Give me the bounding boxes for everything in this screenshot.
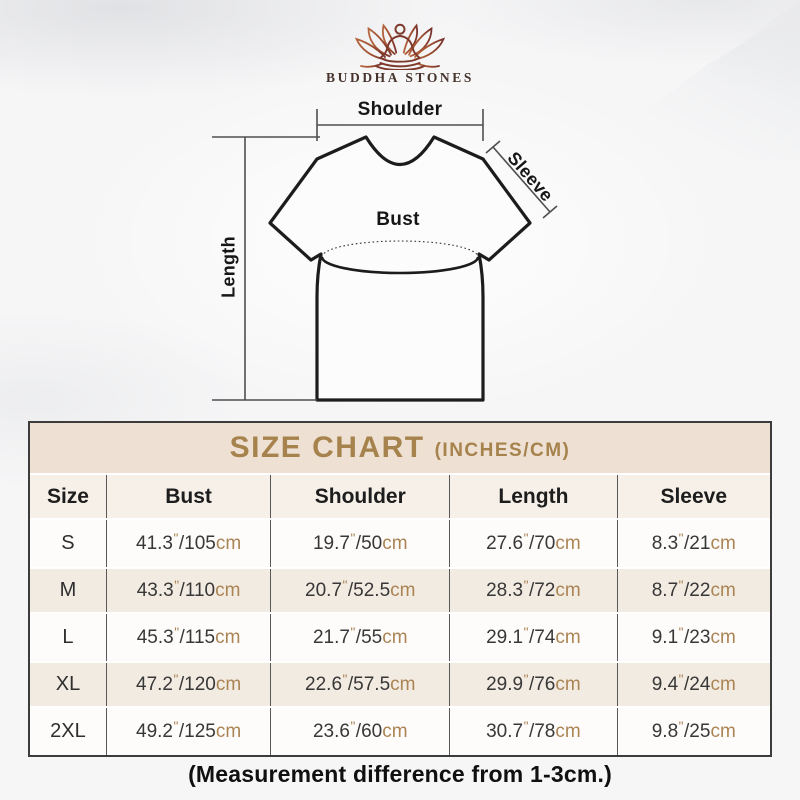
column-header-length: Length <box>450 475 618 518</box>
bust-label: Bust <box>376 209 420 230</box>
table-body: S 41.3 "/105 cm 19.7 "/50 cm 27.6 "/70 cm 8.3 "/21 c… <box>30 520 770 755</box>
measurement-cell: 8.7 "/22 cm <box>651 577 736 601</box>
measurement-cell: 41.3 "/105 cm <box>107 520 272 567</box>
measurement-cell: 9.4 "/24 cm <box>651 671 736 695</box>
brand-name: BUDDHA STONES <box>326 70 474 85</box>
column-header-size: Size <box>30 475 107 518</box>
measurement-note: (Measurement difference from 1-3cm.) <box>188 761 612 787</box>
size-chart-table: SIZE CHART (INCHES/CM) Size Bust Shoulder L… <box>28 421 772 757</box>
background-mountain-2 <box>674 0 800 110</box>
table-row-m: M 43.3 "/110 cm 20.7 "/52.5 cm 28.3 "/72 cm 8.7 "/2… <box>30 567 770 614</box>
measurement-cell: 22.6 "/57.5 cm <box>271 663 451 706</box>
measurement-cell: 9.8 "/25 cm <box>651 718 736 742</box>
measurement-cell: 21.7 "/55 cm <box>271 614 451 661</box>
size-chart-units: (INCHES/CM) <box>434 440 571 461</box>
measurement-cell: 30.7 "/78 cm <box>450 708 618 755</box>
measurement-cell: 29.1 "/74 cm <box>450 614 618 661</box>
table-row-xl: XL 47.2 "/120 cm 22.6 "/57.5 cm 29.9 "/76 cm 9.4 " /… <box>30 661 770 708</box>
measurement-cell: 9.1 "/23 cm <box>651 624 736 648</box>
measurement-cell: 47.2 "/120 cm <box>107 663 272 706</box>
measurement-cell: 43.3 "/110 cm <box>107 569 272 612</box>
measurement-cell: 28.3 "/72 cm <box>450 569 618 612</box>
measurement-cell: 49.2 "/125 cm <box>107 708 272 755</box>
size-cell: M <box>30 569 107 612</box>
size-cell: L <box>30 614 107 661</box>
measurement-cell: 29.9 "/76 cm <box>450 663 618 706</box>
size-cell: S <box>30 520 107 567</box>
measurement-cell: 8.3 "/21 cm <box>651 530 736 554</box>
lotus-meditation-icon <box>354 23 446 70</box>
size-chart-title-band: SIZE CHART (INCHES/CM) <box>30 423 770 475</box>
table-row-2xl: 2XL 49.2 "/125 cm 23.6 "/60 cm 30.7 "/78 cm 9.8 "/2… <box>30 708 770 755</box>
measurement-cell: 20.7 "/52.5 cm <box>271 569 451 612</box>
size-chart-title: SIZE CHART <box>229 431 425 464</box>
length-label: Length <box>218 236 239 298</box>
column-header-bust: Bust <box>107 475 272 518</box>
table-header-row: Size Bust Shoulder Length Sleeve <box>30 475 770 520</box>
measurement-cell: 23.6 "/60 cm <box>271 708 451 755</box>
column-header-sleeve: Sleeve <box>660 484 728 508</box>
tshirt-outline-drawing <box>212 109 558 402</box>
column-header-shoulder: Shoulder <box>271 475 451 518</box>
table-row-l: L 45.3 "/115 cm 21.7 "/55 cm 29.1 "/74 cm 9.1 "/23 c… <box>30 614 770 661</box>
size-cell: XL <box>30 663 107 706</box>
measurement-cell: 19.7 "/50 cm <box>271 520 451 567</box>
table-row-s: S 41.3 "/105 cm 19.7 "/50 cm 27.6 "/70 cm 8.3 "/21 c… <box>30 520 770 567</box>
size-cell: 2XL <box>30 708 107 755</box>
measurement-cell: 27.6 "/70 cm <box>450 520 618 567</box>
measurement-cell: 45.3 "/115 cm <box>107 614 272 661</box>
shoulder-label: Shoulder <box>357 99 443 120</box>
